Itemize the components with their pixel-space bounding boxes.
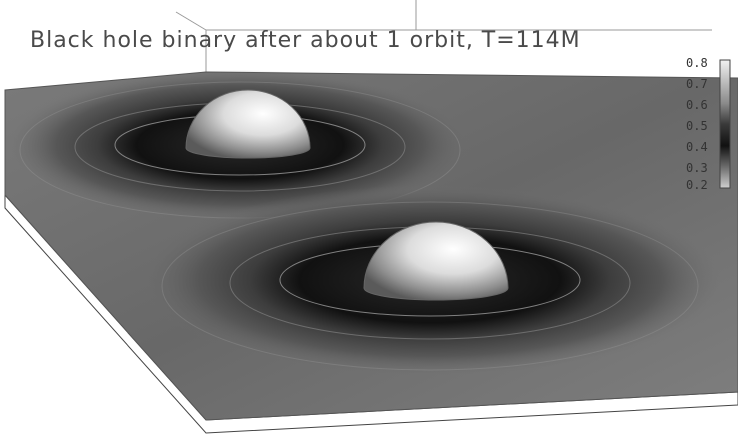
black-hole-1-dome bbox=[185, 89, 311, 159]
colorbar-tick-label: 0.6 bbox=[686, 98, 708, 112]
black-hole-2-dome bbox=[363, 221, 509, 301]
colorbar bbox=[719, 59, 731, 189]
colorbar-tick-label: 0.3 bbox=[686, 161, 708, 175]
colorbar-tick-label: 0.4 bbox=[686, 140, 708, 154]
plot-title: Black hole binary after about 1 orbit, T… bbox=[30, 28, 581, 53]
colorbar-tick-label: 0.5 bbox=[686, 119, 708, 133]
colorbar-tick-label: 0.8 bbox=[686, 56, 708, 70]
colorbar-tick-label: 0.7 bbox=[686, 77, 708, 91]
colorbar-tick-label: 0.2 bbox=[686, 178, 708, 192]
